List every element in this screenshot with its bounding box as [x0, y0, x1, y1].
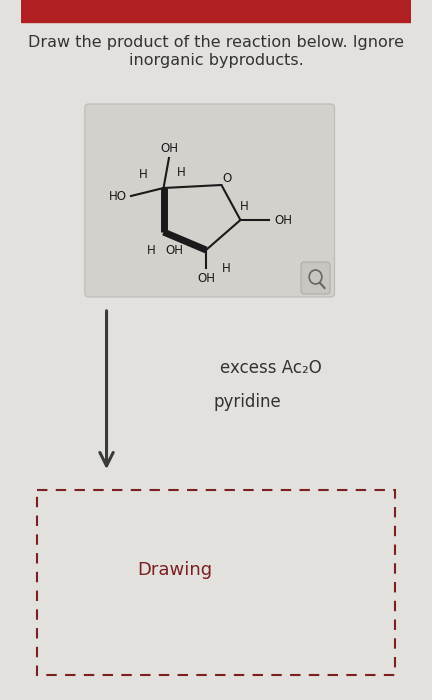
Text: H: H	[177, 165, 186, 178]
Text: OH: OH	[197, 272, 215, 284]
Text: HO: HO	[109, 190, 127, 202]
Text: Draw the product of the reaction below. Ignore: Draw the product of the reaction below. …	[28, 36, 404, 50]
Text: OH: OH	[165, 244, 184, 258]
Text: H: H	[240, 199, 248, 213]
Bar	[21, 0, 411, 22]
FancyBboxPatch shape	[85, 104, 334, 297]
Text: H: H	[222, 262, 230, 276]
FancyBboxPatch shape	[301, 262, 330, 294]
Text: pyridine: pyridine	[213, 393, 281, 411]
Text: H: H	[139, 167, 148, 181]
Text: Drawing: Drawing	[137, 561, 212, 579]
Text: H: H	[146, 244, 155, 256]
Bar	[37, 490, 395, 675]
Text: excess Ac₂O: excess Ac₂O	[219, 359, 321, 377]
Text: OH: OH	[275, 214, 293, 227]
Text: OH: OH	[160, 141, 178, 155]
Text: inorganic byproducts.: inorganic byproducts.	[129, 52, 303, 67]
Text: O: O	[222, 172, 232, 186]
